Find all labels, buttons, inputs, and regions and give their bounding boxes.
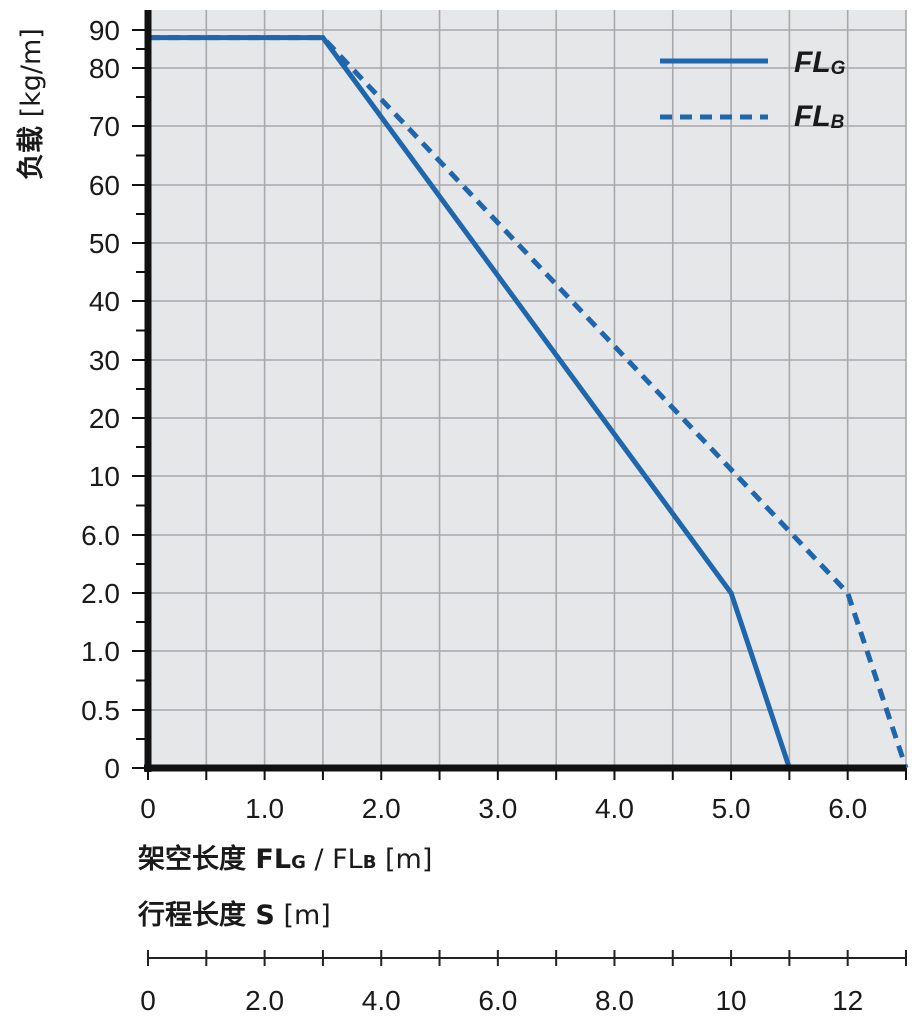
y-tick-label: 60	[89, 170, 120, 201]
y-tick-label: 0	[104, 753, 120, 784]
y-tick-label: 70	[89, 111, 120, 142]
stroke-tick-label: 12	[832, 985, 863, 1016]
series-line-flb	[148, 35, 909, 769]
legend-label-flb: FLB	[794, 100, 845, 133]
y-tick-label: 40	[89, 286, 120, 317]
plot-background	[148, 10, 906, 768]
y-tick-label: 0.5	[81, 695, 120, 726]
x-tick-label: 5.0	[712, 793, 751, 824]
y-tick-label: 2.0	[81, 578, 120, 609]
x-axis-title: 架空长度 FLG / FLB [m]	[138, 843, 432, 875]
legend-label-flg: FLG	[794, 46, 846, 79]
x-tick-label: 4.0	[595, 793, 634, 824]
y-tick-label: 20	[89, 403, 120, 434]
stroke-tick-label: 4.0	[362, 985, 401, 1016]
y-tick-label: 50	[89, 228, 120, 259]
stroke-tick-label: 0	[140, 985, 156, 1016]
stroke-tick-label: 10	[715, 985, 746, 1016]
y-tick-label: 6.0	[81, 520, 120, 551]
x-tick-label: 2.0	[362, 793, 401, 824]
stroke-axis-title: 行程长度 S [m]	[137, 899, 331, 931]
x-tick-label: 3.0	[478, 793, 517, 824]
y-tick-label: 90	[89, 15, 120, 46]
y-tick-label: 1.0	[81, 636, 120, 667]
y-tick-label: 30	[89, 345, 120, 376]
stroke-tick-label: 8.0	[595, 985, 634, 1016]
x-tick-label: 6.0	[828, 793, 867, 824]
stroke-tick-label: 2.0	[245, 985, 284, 1016]
tick-labels: 0 0.5 1.0 2.0 6.0 10 20 30 40 50 60 70 80 90 0 1.0 2.0 3.…	[81, 15, 867, 824]
series-lines	[148, 35, 909, 769]
y-axis-title: 负载 [kg/m]	[16, 28, 47, 180]
y-tick-label: 10	[89, 461, 120, 492]
legend: FLG FLB	[660, 46, 846, 133]
x-tick-label: 0	[140, 793, 156, 824]
x-tick-label: 1.0	[245, 793, 284, 824]
stroke-tick-label: 6.0	[478, 985, 517, 1016]
y-tick-label: 80	[89, 53, 120, 84]
stroke-axis: 0 2.0 4.0 6.0 8.0 10 12	[140, 950, 907, 1016]
grid	[148, 10, 907, 768]
axes	[132, 10, 907, 780]
